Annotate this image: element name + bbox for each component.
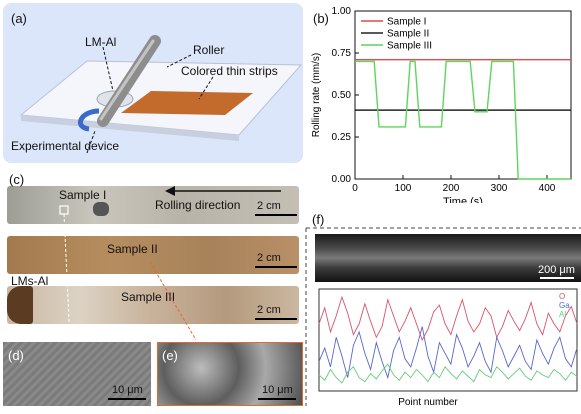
sample-3-strip — [7, 286, 299, 324]
panel-b: 0 100 200 300 400 0.00 0.25 0.50 0.75 1.00 Time (s… — [305, 3, 581, 208]
scale-bar-2-text: 2 cm — [257, 252, 281, 264]
strips-label: Colored thin strips — [181, 64, 278, 78]
legend-entry: Sample I — [387, 17, 426, 28]
scale-bar-1-text: 2 cm — [257, 200, 281, 212]
sample-2-label: Sample II — [107, 242, 158, 256]
connector-e — [149, 261, 197, 341]
x-tick-label: 400 — [539, 183, 556, 194]
zoom-box-1 — [59, 205, 69, 215]
legend-entry: O — [559, 292, 565, 301]
rolling-direction-arrow-icon — [165, 186, 281, 196]
legend-entry: Sample III — [387, 41, 432, 52]
glass-plate-edge — [21, 115, 239, 141]
plot-frame — [354, 10, 572, 180]
roller — [97, 35, 161, 127]
panel-f-spectrum: O Ga Al Point number — [315, 285, 581, 409]
legend-entry: Al — [559, 310, 566, 319]
panel-f-label: (f) — [312, 212, 325, 227]
strip-pointer — [198, 76, 214, 100]
scale-bar-2 — [255, 266, 297, 268]
lm-al-pointer — [102, 46, 114, 92]
y-tick-label: 0.25 — [332, 132, 352, 143]
roller-highlight — [99, 39, 155, 121]
series-line-o — [318, 295, 578, 342]
colored-strip — [121, 91, 253, 115]
scale-bar-e-text: 10 μm — [262, 384, 293, 396]
y-tick-label: 0.75 — [332, 48, 352, 59]
y-tick-label: 1.00 — [332, 6, 352, 17]
panel-b-label: (b) — [313, 11, 329, 26]
rotation-arrow-icon — [77, 108, 100, 132]
device-pointer — [86, 130, 96, 154]
sample-3-label: Sample III — [121, 290, 176, 304]
scale-bar-e — [258, 398, 296, 400]
lm-al-label: LM-Al — [85, 35, 117, 49]
scale-bar-f — [540, 277, 574, 279]
lms-al-tip — [7, 286, 33, 324]
panel-e-label: (e) — [162, 348, 178, 363]
panel-a: (a) LM-Al Roller Colored thin strips Exp… — [3, 3, 303, 163]
scale-bar-d — [108, 398, 146, 400]
y-tick-label: 0.00 — [332, 174, 352, 185]
panel-f-sem-image — [315, 234, 581, 282]
legend-entry: Ga — [559, 301, 570, 310]
lms-al-label: LMs-Al — [11, 274, 49, 288]
x-tick-label: 0 — [352, 183, 358, 194]
sample-1-strip — [7, 186, 299, 224]
panel-d-label: (d) — [8, 348, 24, 363]
panel-c: Sample I Rolling direction 2 cm Sample I… — [3, 172, 303, 338]
connector-d — [63, 213, 71, 341]
x-tick-label: 200 — [443, 183, 460, 194]
panel-e — [157, 342, 303, 406]
series-line-sample-iii — [355, 60, 571, 180]
device-label: Experimental device — [11, 139, 120, 153]
panel-d — [3, 342, 151, 406]
roller-label: Roller — [193, 43, 225, 57]
y-axis-label: Rolling rate (mm/s) — [311, 53, 322, 137]
rolling-direction-label: Rolling direction — [155, 198, 241, 212]
scale-bar-f-text: 200 μm — [538, 264, 575, 276]
sample-1-label: Sample I — [59, 188, 107, 202]
plot-frame — [318, 288, 578, 392]
y-tick-label: 0.50 — [332, 90, 352, 101]
panel-c-label: (c) — [9, 172, 25, 187]
x-tick-label: 100 — [395, 183, 412, 194]
scale-bar-1 — [255, 214, 297, 216]
sample-1-dark-mark — [93, 202, 109, 216]
scale-bar-3 — [255, 318, 297, 320]
roller-pointer — [166, 54, 192, 68]
panel-a-illustration — [3, 3, 303, 163]
scale-bar-d-text: 10 μm — [112, 384, 143, 396]
legend-entry: Sample II — [387, 29, 429, 40]
panel-a-label: (a) — [11, 11, 27, 26]
x-axis-label: Point number — [398, 397, 458, 408]
scale-bar-3-text: 2 cm — [257, 304, 281, 316]
series-line-ga — [318, 326, 578, 380]
x-tick-label: 300 — [491, 183, 508, 194]
series-line-al — [318, 363, 578, 384]
